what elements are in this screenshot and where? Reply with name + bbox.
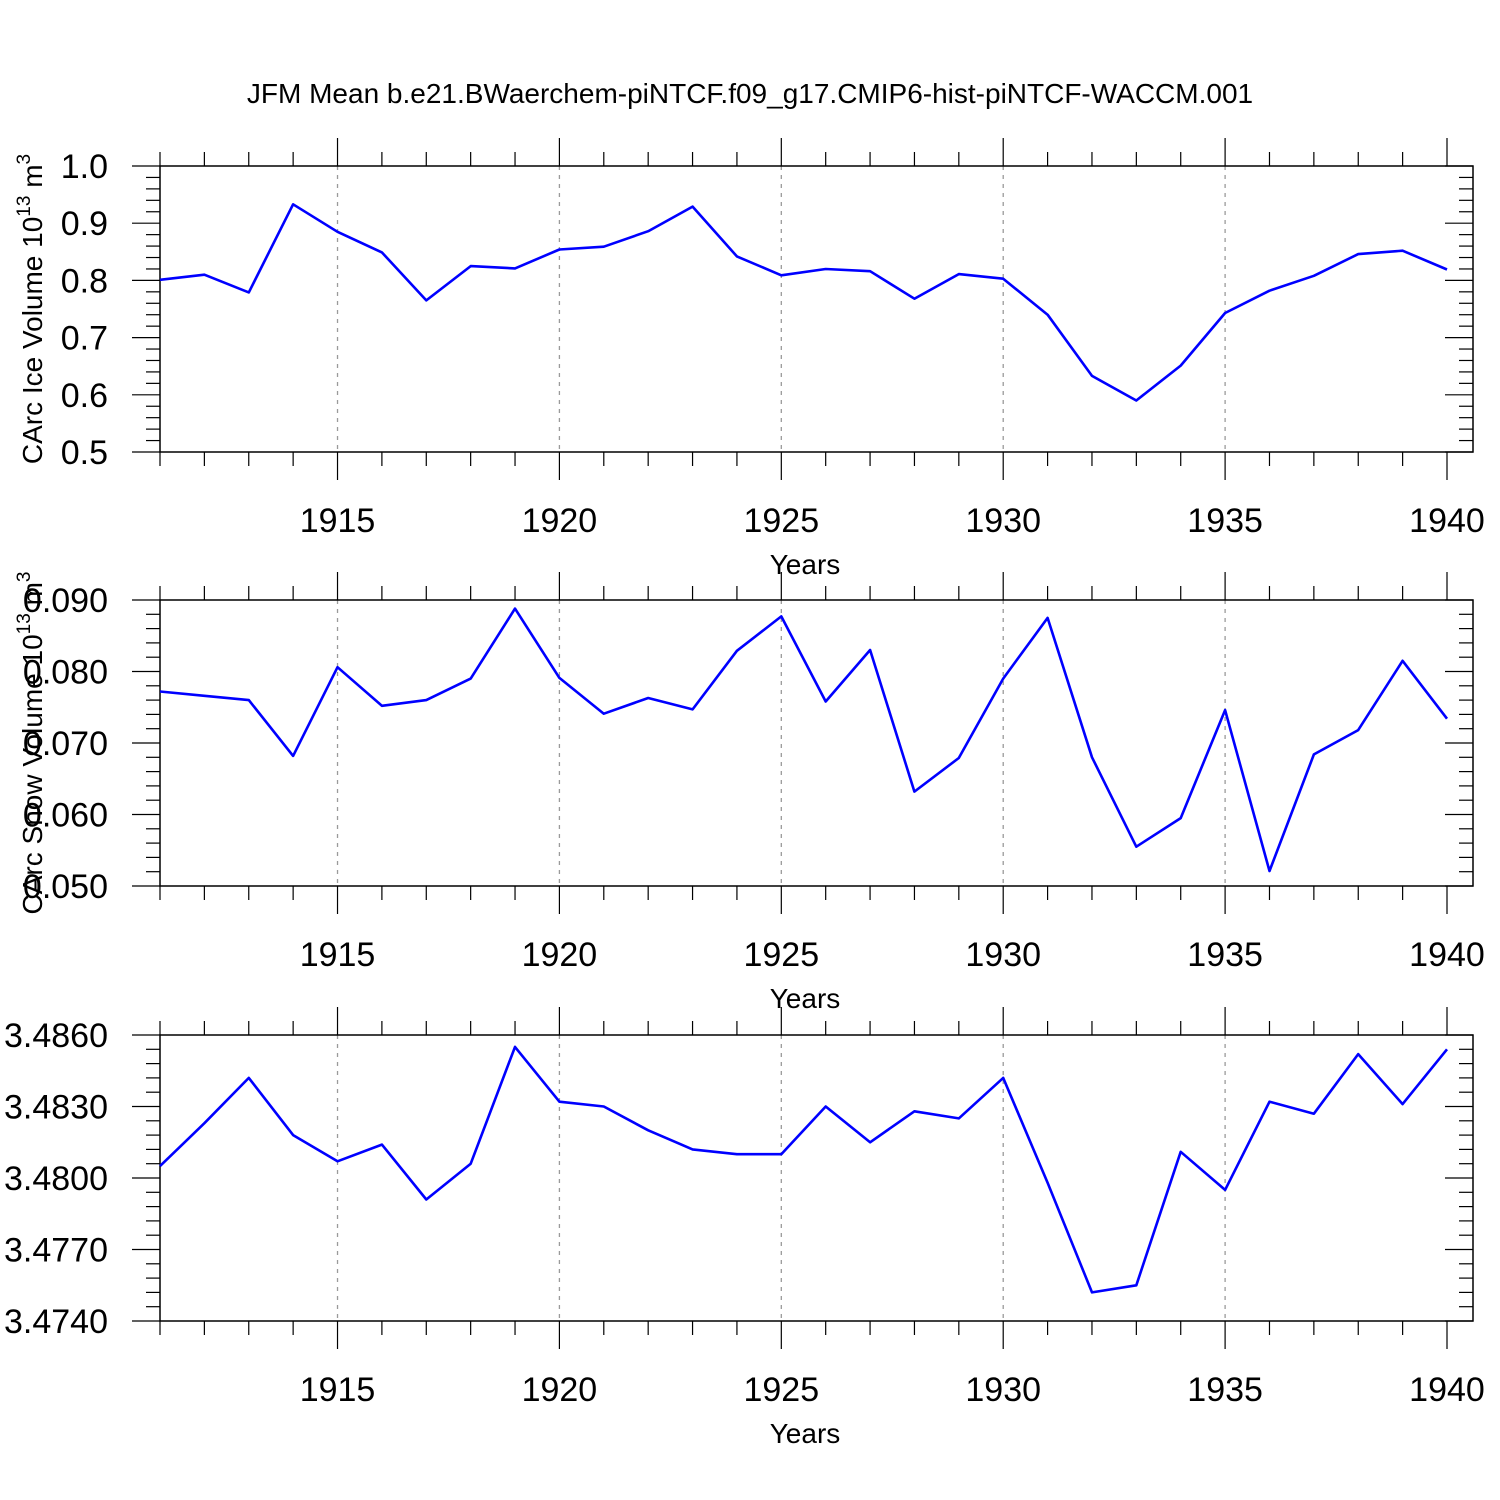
y-tick-label: 1.0 — [61, 148, 108, 186]
y-tick-label: 0.5 — [61, 434, 108, 472]
y-tick-label: 0.070 — [23, 725, 108, 763]
x-tick-label: 1935 — [1187, 1371, 1263, 1409]
x-tick-label: 1930 — [965, 1371, 1041, 1409]
y-axis-title-unit-exponent: 3 — [14, 154, 35, 165]
y-axis-title: CArc Ice Volume 1013 m3 — [14, 154, 48, 464]
y-axis-title-unit: m — [17, 582, 48, 613]
x-tick-label: 1940 — [1409, 1371, 1485, 1409]
x-tick-label: 1915 — [300, 1371, 376, 1409]
x-tick-label: 1935 — [1187, 502, 1263, 540]
x-tick-label: 1920 — [522, 502, 598, 540]
x-tick-label: 1920 — [522, 1371, 598, 1409]
y-axis-title: CArc Snow Volume 1013 m3 — [14, 572, 48, 915]
x-tick-label: 1940 — [1409, 936, 1485, 974]
y-tick-label: 0.6 — [61, 377, 108, 415]
x-axis-title: Years — [770, 549, 841, 580]
chart-panel-1: 0.5 0.6 0.7 0.8 0.9 1.0 1915 1920 1925 1930 1935 19… — [14, 138, 1485, 580]
plot-frame — [159, 599, 1474, 887]
y-tick-label: 0.080 — [23, 654, 108, 692]
x-tick-label: 1920 — [522, 936, 598, 974]
x-tick-label: 1925 — [743, 502, 819, 540]
x-tick-label: 1935 — [1187, 936, 1263, 974]
y-tick-label: 3.4800 — [4, 1160, 108, 1198]
x-tick-label: 1915 — [300, 936, 376, 974]
y-tick-label: 0.7 — [61, 320, 108, 358]
y-tick-label: 0.090 — [23, 582, 108, 620]
y-axis-title-exponent: 13 — [14, 613, 35, 634]
y-tick-label: 0.9 — [61, 205, 108, 243]
chart-title: JFM Mean b.e21.BWaerchem-piNTCF.f09_g17.… — [247, 78, 1253, 109]
y-tick-label: 3.4860 — [4, 1017, 108, 1055]
chart-panel-2: 0.050 0.060 0.070 0.080 0.090 1915 1920 1925 193… — [14, 572, 1485, 1014]
x-tick-label: 1930 — [965, 502, 1041, 540]
x-tick-label: 1925 — [743, 1371, 819, 1409]
x-tick-label: 1925 — [743, 936, 819, 974]
y-axis-title-text: CArc Snow Volume 10 — [17, 634, 48, 914]
y-tick-label: 3.4770 — [4, 1232, 108, 1270]
x-tick-label: 1930 — [965, 936, 1041, 974]
y-axis-title-unit-exponent: 3 — [14, 572, 35, 583]
y-axis-title-text: CArc Ice Volume 10 — [17, 217, 48, 464]
series-line — [159, 607, 1449, 873]
y-tick-label: 0.8 — [61, 262, 108, 300]
plot-frame — [159, 165, 1474, 453]
y-tick-label: 0.060 — [23, 797, 108, 835]
y-tick-label: 3.4830 — [4, 1089, 108, 1127]
plot-frame — [159, 1034, 1474, 1322]
x-axis-title: Years — [770, 1418, 841, 1449]
x-axis-title: Years — [770, 983, 841, 1014]
x-tick-label: 1940 — [1409, 502, 1485, 540]
y-axis-title-unit: m — [17, 164, 48, 195]
y-axis-title-exponent: 13 — [14, 196, 35, 217]
chart-panel-3: 3.4740 3.4770 3.4800 3.4830 3.4860 1915 1920 19… — [4, 1007, 1485, 1449]
x-tick-label: 1915 — [300, 502, 376, 540]
series-line — [159, 203, 1448, 402]
y-tick-label: 3.4740 — [4, 1303, 108, 1341]
series-line — [159, 1045, 1449, 1294]
y-tick-label: 0.050 — [23, 868, 108, 906]
